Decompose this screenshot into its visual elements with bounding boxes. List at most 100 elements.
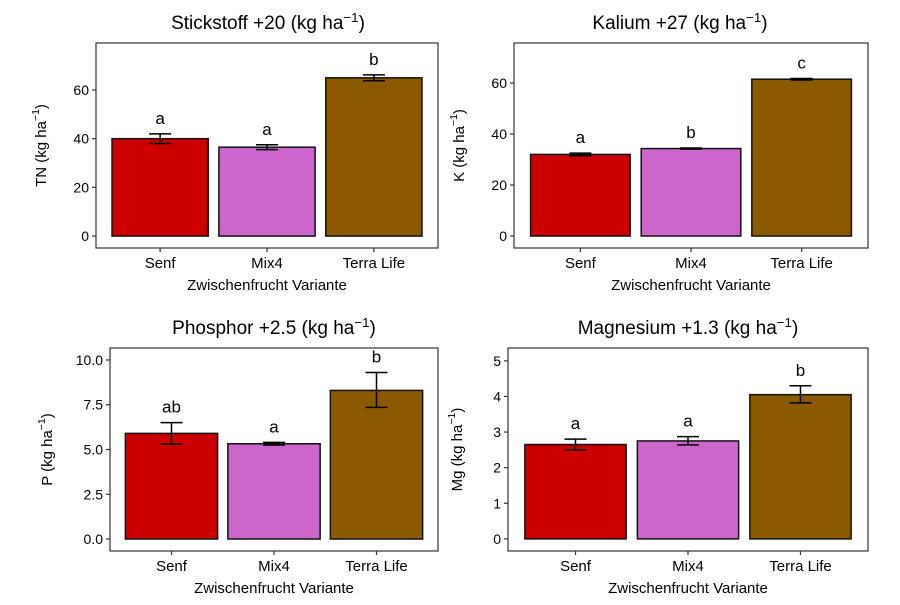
bar-terra-life [751, 78, 853, 237]
x-tick-label: Terra Life [770, 255, 833, 272]
y-tick-label: 2 [493, 460, 501, 476]
x-axis-label: Zwischenfrucht Variante [611, 277, 771, 294]
y-axis-label-end: ) [451, 109, 468, 114]
y-tick-label: 0.0 [84, 531, 104, 547]
x-tick-label: Terra Life [345, 558, 408, 575]
chart-title-sup: −1 [343, 10, 358, 25]
bar-mix4 [640, 147, 742, 237]
y-tick-label: 3 [493, 424, 501, 440]
y-axis-label-sup: −1 [36, 418, 48, 430]
x-tick-label: Mix4 [675, 255, 707, 272]
chart-title: Kalium +27 (kg ha−1) [592, 10, 767, 34]
significance-letter: a [155, 109, 165, 128]
x-tick-label: Mix4 [672, 558, 704, 575]
chart-title: Phosphor +2.5 (kg ha−1) [172, 315, 376, 339]
chart-title-end: ) [359, 13, 365, 34]
bar-terra-life [749, 393, 852, 540]
significance-letter: b [372, 348, 381, 367]
chart-title-sup: −1 [777, 315, 792, 330]
y-axis-label-end: ) [449, 408, 466, 413]
y-tick-label: 10.0 [76, 352, 103, 368]
y-tick-label: 0 [493, 531, 501, 547]
y-tick-label: 4 [493, 388, 501, 404]
chart-title-end: ) [370, 318, 376, 339]
bar-mix4 [227, 443, 321, 540]
significance-letter: b [369, 50, 378, 69]
y-axis-label-main: Mg (kg ha [449, 424, 466, 491]
chart-panel: Stickstoff +20 (kg ha−1)TN (kg ha−1)Zwis… [30, 10, 439, 294]
y-tick-label: 2.5 [84, 486, 104, 502]
y-tick-label: 40 [491, 126, 507, 142]
y-axis-label: P (kg ha−1) [36, 413, 56, 486]
chart-title-main: Phosphor +2.5 (kg ha [172, 318, 355, 339]
bar-senf [524, 443, 627, 540]
chart-title-sup: −1 [354, 315, 369, 330]
plot-frame [95, 42, 439, 249]
significance-letter: a [269, 417, 279, 436]
bar-mix4 [218, 146, 316, 237]
y-tick-label: 7.5 [84, 397, 104, 413]
chart-title-main: Stickstoff +20 (kg ha [171, 13, 344, 34]
y-tick-label: 20 [491, 177, 507, 193]
plot-frame [109, 347, 439, 552]
y-axis-label-sup: −1 [446, 413, 458, 425]
y-axis-label-main: P (kg ha [39, 430, 56, 486]
chart-title: Stickstoff +20 (kg ha−1) [171, 10, 365, 34]
y-axis-label-sup: −1 [30, 109, 42, 121]
bar-senf [111, 137, 209, 237]
y-tick-label: 40 [73, 131, 89, 147]
x-tick-label: Terra Life [343, 255, 406, 272]
bar-terra-life [329, 389, 424, 540]
y-tick-label: 1 [493, 495, 501, 511]
y-tick-label: 20 [73, 179, 89, 195]
x-tick-label: Mix4 [258, 558, 290, 575]
bar-mix4 [636, 440, 740, 540]
y-axis-label: K (kg ha−1) [448, 109, 468, 182]
y-tick-label: 0 [499, 228, 507, 244]
chart-title-main: Kalium +27 (kg ha [592, 13, 746, 34]
x-tick-label: Senf [565, 255, 597, 272]
significance-letter: c [797, 53, 806, 72]
x-tick-label: Senf [145, 255, 177, 272]
chart-title-sup: −1 [746, 10, 761, 25]
x-tick-label: Terra Life [769, 558, 832, 575]
significance-letter: b [796, 361, 805, 380]
chart-title: Magnesium +1.3 (kg ha−1) [578, 315, 799, 339]
y-axis-label-main: K (kg ha [451, 125, 468, 182]
y-axis-label-end: ) [39, 413, 56, 418]
chart-title-end: ) [761, 13, 767, 34]
y-axis-label-main: TN (kg ha [33, 120, 50, 187]
y-tick-label: 0 [81, 228, 89, 244]
y-tick-label: 60 [73, 82, 89, 98]
significance-letter: a [683, 412, 693, 431]
x-axis-label: Zwischenfrucht Variante [194, 580, 354, 597]
significance-letter: a [262, 120, 272, 139]
y-tick-label: 5 [493, 353, 501, 369]
chart-panel: Phosphor +2.5 (kg ha−1)P (kg ha−1)Zwisch… [36, 315, 439, 597]
bar-senf [529, 153, 631, 237]
x-tick-label: Senf [156, 558, 188, 575]
y-axis-label-sup: −1 [448, 114, 460, 126]
significance-letter: ab [162, 398, 181, 417]
bar-senf [124, 432, 219, 540]
significance-letter: a [576, 128, 586, 147]
plot-frame [507, 347, 869, 552]
x-tick-label: Senf [560, 558, 592, 575]
bar-terra-life [325, 77, 423, 237]
x-tick-label: Mix4 [251, 255, 283, 272]
chart-title-end: ) [792, 318, 798, 339]
y-axis-label: TN (kg ha−1) [30, 104, 50, 187]
x-axis-label: Zwischenfrucht Variante [608, 580, 768, 597]
y-axis-label: Mg (kg ha−1) [446, 408, 466, 492]
significance-letter: b [686, 123, 695, 142]
y-tick-label: 5.0 [84, 442, 104, 458]
chart-title-main: Magnesium +1.3 (kg ha [578, 318, 778, 339]
y-tick-label: 60 [491, 75, 507, 91]
significance-letter: a [571, 414, 581, 433]
x-axis-label: Zwischenfrucht Variante [187, 277, 347, 294]
chart-panel: Magnesium +1.3 (kg ha−1)Mg (kg ha−1)Zwis… [446, 315, 869, 597]
y-axis-label-end: ) [33, 104, 50, 109]
chart-panel: Kalium +27 (kg ha−1)K (kg ha−1)Zwischenf… [448, 10, 869, 294]
plot-frame [513, 42, 869, 249]
